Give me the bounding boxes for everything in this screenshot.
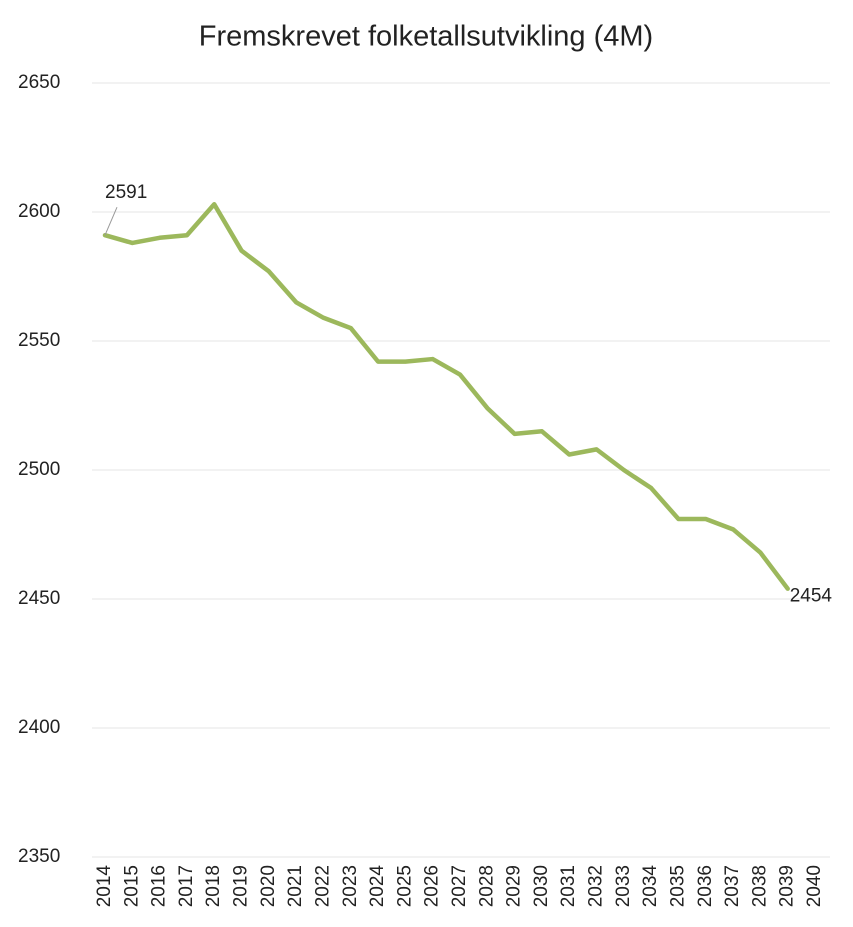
x-tick-label: 2032 xyxy=(586,865,607,907)
y-tick-label: 2350 xyxy=(18,846,60,867)
x-tick-label: 2024 xyxy=(367,865,388,908)
x-tick-label: 2040 xyxy=(804,865,825,907)
y-tick-label: 2500 xyxy=(18,459,60,480)
x-tick-label: 2017 xyxy=(176,865,197,907)
x-tick-label: 2031 xyxy=(558,865,579,907)
chart-title: Fremskrevet folketallsutvikling (4M) xyxy=(199,21,653,53)
x-tick-label: 2038 xyxy=(749,865,770,907)
x-tick-label: 2033 xyxy=(613,865,634,907)
x-tick-label: 2034 xyxy=(640,865,661,908)
x-tick-label: 2035 xyxy=(667,865,688,907)
x-tick-label: 2027 xyxy=(449,865,470,907)
y-tick-label: 2650 xyxy=(18,72,60,93)
data-label: 2454 xyxy=(790,586,833,607)
leader-line xyxy=(104,207,118,236)
x-tick-label: 2021 xyxy=(285,865,306,907)
x-tick-label: 2030 xyxy=(531,865,552,907)
y-tick-label: 2400 xyxy=(18,717,60,738)
y-tick-label: 2600 xyxy=(18,201,60,222)
x-tick-label: 2029 xyxy=(504,865,525,907)
x-tick-label: 2036 xyxy=(695,865,716,907)
x-tick-label: 2016 xyxy=(149,865,170,907)
x-tick-label: 2020 xyxy=(258,865,279,907)
x-tick-label: 2039 xyxy=(777,865,798,907)
x-tick-label: 2014 xyxy=(94,865,115,908)
data-label: 2591 xyxy=(105,182,147,203)
x-tick-label: 2022 xyxy=(312,865,333,907)
x-tick-label: 2023 xyxy=(340,865,361,907)
x-tick-label: 2025 xyxy=(394,865,415,907)
y-tick-label: 2450 xyxy=(18,588,60,609)
x-tick-label: 2037 xyxy=(722,865,743,907)
y-tick-label: 2550 xyxy=(18,330,60,351)
x-tick-label: 2015 xyxy=(121,865,142,907)
x-tick-label: 2028 xyxy=(476,865,497,907)
line xyxy=(102,202,790,591)
x-tick-label: 2026 xyxy=(422,865,443,907)
x-tick-label: 2019 xyxy=(231,865,252,907)
x-tick-label: 2018 xyxy=(203,865,224,907)
